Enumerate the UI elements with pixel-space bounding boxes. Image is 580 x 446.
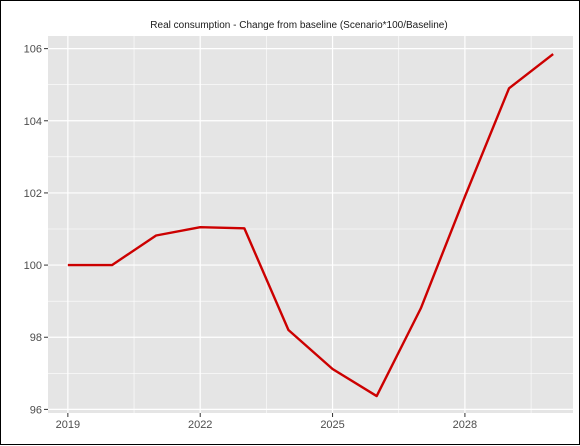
series-line [67, 53, 554, 398]
y-tick-label: 102 [24, 188, 42, 200]
chart-title: Real consumption - Change from baseline … [150, 20, 447, 31]
major-gridlines [48, 36, 573, 413]
plot-panel [48, 36, 573, 413]
x-tick-label: 2022 [188, 419, 212, 431]
minor-gridlines [48, 36, 573, 413]
y-axis-tick-labels: 96 98 100 102 104 106 [24, 44, 42, 417]
series-layer [67, 53, 554, 398]
x-tick-label: 2019 [56, 419, 80, 431]
x-axis-tick-labels: 2019 2022 2025 2028 [56, 419, 478, 431]
x-tick-label: 2025 [320, 419, 344, 431]
y-tick-label: 96 [30, 404, 42, 416]
y-tick-label: 104 [24, 116, 42, 128]
y-tick-label: 98 [30, 332, 42, 344]
x-tick-label: 2028 [453, 419, 477, 431]
y-tick-label: 100 [24, 260, 42, 272]
axis-ticks [44, 48, 466, 417]
y-tick-label: 106 [24, 44, 42, 56]
